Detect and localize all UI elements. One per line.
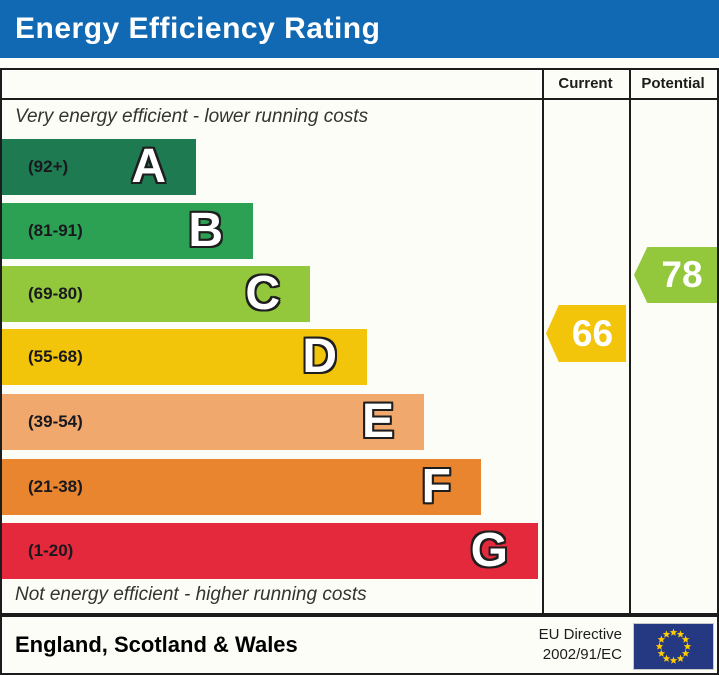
band-range-label: (81-91) — [28, 221, 83, 240]
band-bar: (81-91) B — [2, 203, 253, 259]
band-bar: (21-38) F — [2, 459, 481, 515]
footer-bar: England, Scotland & Wales EU Directive 2… — [0, 615, 719, 675]
current-column-header: Current — [558, 75, 613, 92]
region-label: England, Scotland & Wales — [15, 632, 298, 657]
band-letter: A — [131, 140, 166, 193]
band-range-label: (55-68) — [28, 347, 83, 366]
band-row-b: (81-91) B — [2, 203, 542, 259]
band-bar: (55-68) D — [2, 329, 367, 385]
band-letter: B — [188, 204, 223, 257]
band-row-c: (69-80) C — [2, 266, 542, 322]
potential-column-divider — [629, 70, 631, 613]
band-row-f: (21-38) F — [2, 459, 542, 515]
current-rating-tag: 66 — [546, 305, 626, 362]
band-bar: (69-80) C — [2, 266, 310, 322]
potential-rating-tag: 78 — [634, 247, 717, 303]
band-letter: C — [245, 267, 280, 320]
table-header-row: Current Potential — [2, 70, 717, 100]
band-letter: F — [421, 460, 451, 513]
potential-column-header: Potential — [641, 75, 705, 92]
potential-rating-value: 78 — [661, 254, 703, 295]
caption-very-efficient: Very energy efficient - lower running co… — [15, 106, 369, 127]
page-title: Energy Efficiency Rating — [15, 12, 381, 45]
current-column-divider — [542, 70, 544, 613]
eu-directive-line2: 2002/91/EC — [542, 646, 622, 663]
band-letter: D — [302, 330, 337, 383]
current-rating-value: 66 — [571, 313, 614, 354]
band-bar: (39-54) E — [2, 394, 424, 450]
band-row-g: (1-20) G — [2, 523, 542, 579]
band-bar: (92+) A — [2, 139, 196, 195]
band-range-label: (92+) — [28, 157, 69, 176]
title-bar: Energy Efficiency Rating — [0, 0, 719, 58]
band-bar: (1-20) G — [2, 523, 538, 579]
caption-not-efficient: Not energy efficient - higher running co… — [15, 584, 367, 605]
band-range-label: (1-20) — [28, 541, 74, 560]
eu-directive-line1: EU Directive — [538, 626, 622, 643]
eu-flag-icon — [633, 623, 714, 670]
band-row-a: (92+) A — [2, 139, 542, 195]
band-range-label: (69-80) — [28, 284, 83, 303]
eu-directive-label: EU Directive 2002/91/EC — [539, 625, 622, 665]
band-range-label: (39-54) — [28, 412, 83, 431]
band-row-e: (39-54) E — [2, 394, 542, 450]
band-range-label: (21-38) — [28, 477, 83, 496]
band-row-d: (55-68) D — [2, 329, 542, 385]
rating-chart: Current Potential Very energy efficient … — [0, 68, 719, 615]
band-letter: G — [470, 524, 508, 577]
band-letter: E — [361, 395, 394, 448]
